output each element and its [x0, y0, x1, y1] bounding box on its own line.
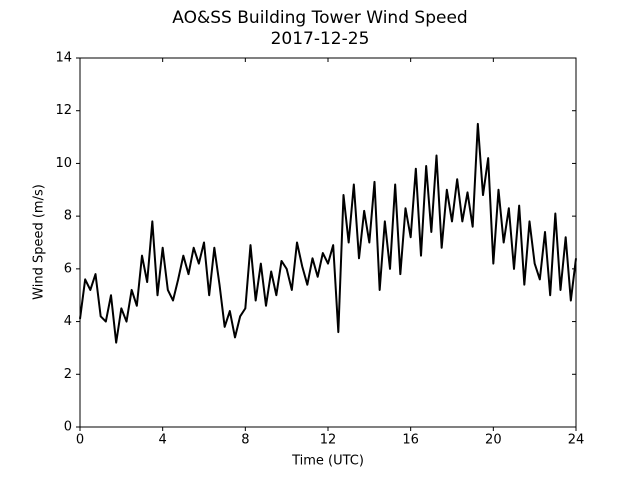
y-tick-label: 6 [64, 261, 72, 276]
data-line [79, 122, 577, 344]
y-tick-label: 14 [55, 51, 72, 66]
y-tick-label: 8 [64, 209, 72, 224]
y-tick-label: 0 [64, 420, 72, 435]
x-tick-label: 0 [76, 433, 84, 448]
y-tick-label: 4 [64, 314, 72, 329]
y-axis-label: Wind Speed (m/s) [32, 184, 47, 300]
x-axis-label: Time (UTC) [291, 454, 364, 469]
chart-subtitle: 2017-12-25 [271, 29, 370, 49]
plot-frame [79, 57, 577, 428]
y-tick-label: 12 [55, 103, 72, 118]
x-tick-label: 8 [241, 433, 249, 448]
x-tick-label: 20 [485, 433, 502, 448]
y-tick-label: 2 [64, 367, 72, 382]
chart-title: AO&SS Building Tower Wind Speed [172, 8, 467, 28]
x-tick-label: 16 [402, 433, 419, 448]
x-tick-label: 12 [320, 433, 337, 448]
y-tick-label: 10 [55, 156, 72, 171]
x-tick-label: 24 [568, 433, 585, 448]
x-tick-label: 4 [159, 433, 167, 448]
